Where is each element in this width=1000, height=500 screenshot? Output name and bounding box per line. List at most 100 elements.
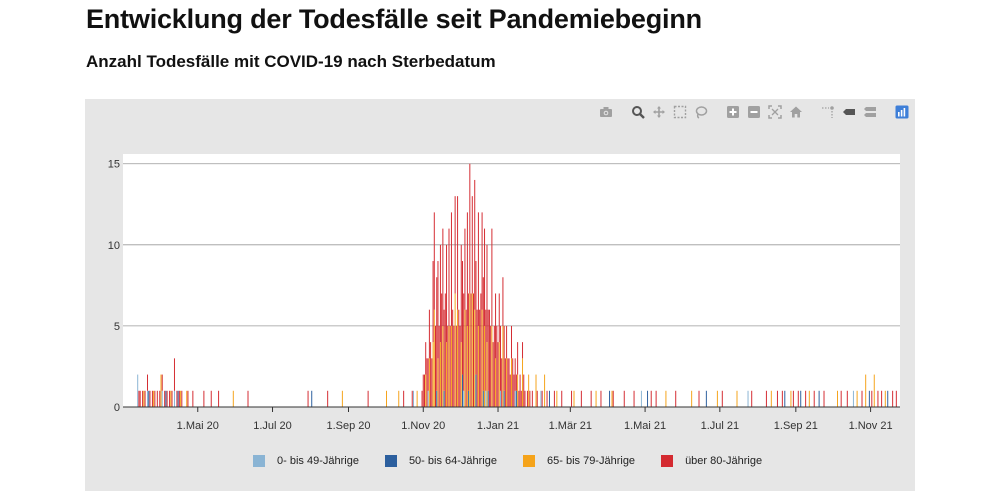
bar-3 [471,196,473,294]
bar-0 [640,390,642,407]
bar-2 [502,325,504,407]
bar-3 [501,358,503,407]
zoom-icon[interactable] [629,103,647,121]
legend-label-0-49: 0- bis 49-Jährige [277,455,359,467]
legend-item-0-49[interactable]: 0- bis 49-Jährige [253,455,359,467]
bar-3 [504,358,506,407]
bar-2 [457,309,459,407]
legend-item-80-plus[interactable]: über 80-Jährige [661,455,762,467]
bar-3 [499,325,501,391]
plotly-logo-icon[interactable] [893,103,911,121]
bar-2 [884,390,886,407]
bar-2 [460,342,462,407]
bar-3 [455,325,457,407]
bar-2 [544,374,546,407]
bar-3 [403,390,405,407]
box-select-icon[interactable] [671,103,689,121]
bar-3 [181,390,183,407]
bar-3 [507,358,509,407]
bar-2 [433,309,435,407]
bar-3 [446,244,448,343]
bar-1 [647,390,649,407]
camera-icon[interactable] [597,103,615,121]
bar-3 [138,390,140,407]
bar-3 [675,390,677,407]
bar-3 [509,374,511,407]
bar-3 [490,325,492,407]
bar-3 [482,277,484,391]
legend-item-65-79[interactable]: 65- bis 79-Jährige [523,455,635,467]
bar-3 [203,390,205,407]
hover-compare-icon[interactable] [861,103,879,121]
bar-3 [433,212,435,310]
bar-2 [428,358,430,407]
bar-2 [481,309,483,407]
bar-3 [531,390,533,407]
x-tick-label: 1.Jul 20 [253,420,292,432]
bar-2 [448,325,450,407]
bar-3 [454,196,456,294]
zoom-in-icon[interactable] [724,103,742,121]
bar-2 [386,390,387,407]
bar-3 [781,390,783,407]
bar-3 [846,390,848,407]
bar-2 [232,390,234,407]
bar-3 [473,293,474,407]
bar-1 [818,390,820,407]
bar-3 [512,358,514,407]
bar-1 [165,390,167,407]
bar-2 [170,390,172,407]
spike-lines-icon[interactable] [819,103,837,121]
bar-3 [488,309,490,407]
bar-2 [471,293,473,407]
bar-2 [611,390,613,407]
bar-3 [529,390,531,407]
bar-0 [747,390,749,407]
bar-2 [736,390,738,407]
bar-3 [173,358,175,391]
pan-icon[interactable] [650,103,668,121]
bar-3 [192,390,194,407]
bar-3 [481,212,483,310]
bar-3 [169,390,171,407]
bar-3 [441,293,443,407]
bar-3 [453,325,455,407]
bar-3 [524,390,526,407]
bar-3 [518,390,520,407]
bar-3 [650,390,652,407]
legend-item-50-64[interactable]: 50- bis 64-Jährige [384,455,497,467]
x-tick-label: 1.Jul 21 [701,420,740,432]
bar-2 [454,293,456,407]
bar-3 [367,390,369,407]
bar-2 [486,342,488,407]
bar-3 [571,390,573,407]
autoscale-icon[interactable] [766,103,784,121]
bar-2 [573,390,575,407]
page-title: Entwicklung der Todesfälle seit Pandemie… [86,4,702,34]
reset-axes-icon[interactable] [787,103,805,121]
zoom-out-icon[interactable] [745,103,763,121]
bar-3 [154,390,156,407]
chart-canvas[interactable]: 0 5 10 15 1.Mai 20 1.Jul 20 1.Sep 20 1.Nov 20 1.… [85,99,915,491]
bar-2 [442,325,444,407]
legend-swatch-80-plus [661,455,674,467]
bar-3 [327,390,329,407]
bar-0 [514,390,516,407]
bar-3 [427,358,429,391]
bar-3 [877,390,879,407]
bar-2 [446,342,448,407]
bar-3 [479,309,481,407]
lasso-icon[interactable] [692,103,710,121]
bar-0 [137,374,139,407]
bar-2 [665,390,667,407]
bar-3 [469,163,471,294]
bar-3 [465,309,467,407]
hover-closest-icon[interactable] [840,103,858,121]
bar-2 [160,374,162,407]
bar-1 [436,390,438,407]
bar-2 [469,293,471,407]
bar-3 [428,309,430,359]
bar-3 [485,309,487,391]
bar-3 [751,390,753,407]
bar-3 [156,390,158,407]
